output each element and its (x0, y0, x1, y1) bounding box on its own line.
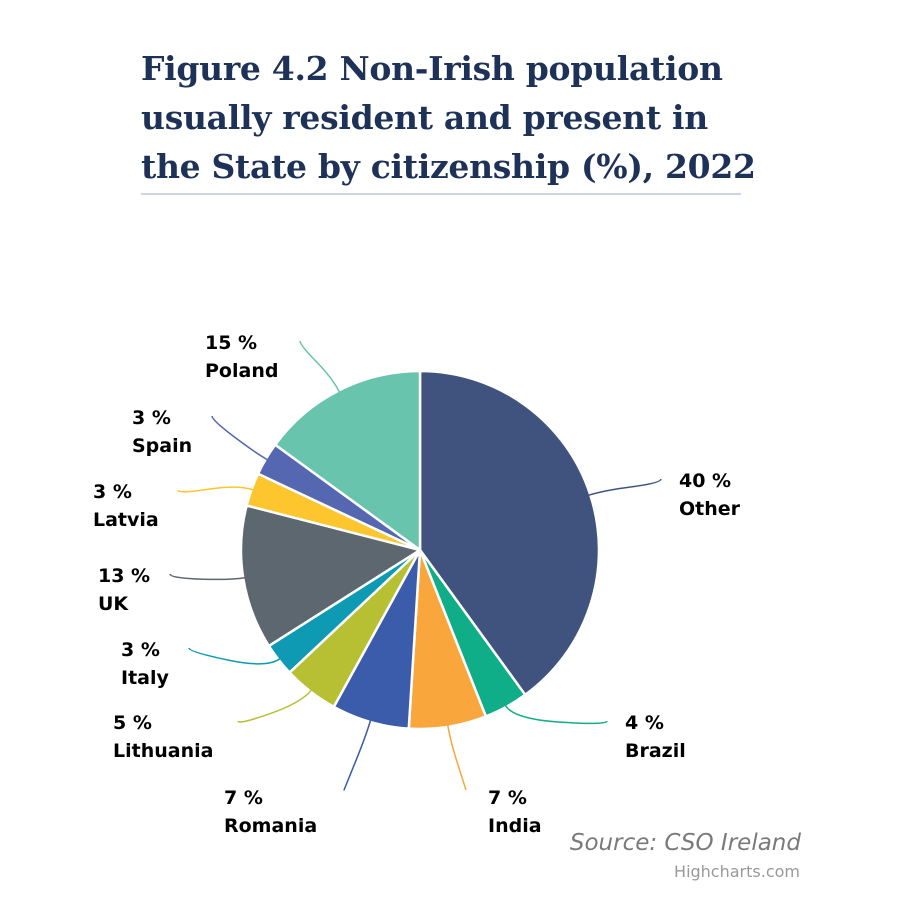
data-label-value: 15 % (205, 332, 257, 354)
data-label-value: 3 % (93, 481, 132, 503)
data-label-category: Brazil (625, 740, 686, 762)
chart-title: Figure 4.2 Non-Irish population usually … (141, 49, 756, 186)
data-label-value: 4 % (625, 712, 664, 734)
connector-spain (211, 415, 268, 461)
data-label-category: India (488, 815, 542, 837)
data-label-category: Spain (132, 435, 192, 457)
data-label-value: 3 % (132, 407, 171, 429)
data-label-category: UK (98, 593, 129, 615)
title-divider (141, 193, 741, 195)
data-label-value: 3 % (121, 639, 160, 661)
data-label-value: 7 % (224, 787, 263, 809)
pie-slices (239, 369, 601, 731)
data-label-value: 5 % (113, 712, 152, 734)
chart-source: Source: CSO Ireland (569, 830, 801, 856)
connector-poland (299, 340, 341, 393)
data-label-value: 13 % (98, 565, 150, 587)
data-label-category: Lithuania (113, 740, 213, 762)
connector-india (446, 724, 467, 791)
data-label-category: Latvia (93, 509, 159, 531)
data-label-category: Other (679, 498, 741, 520)
data-labels: 40 % Other 4 % Brazil 7 % India 7 % Romania 5 % L… (93, 332, 741, 837)
data-label-value: 7 % (488, 787, 527, 809)
connector-italy (188, 647, 281, 665)
data-label-category: Romania (224, 815, 317, 837)
highcharts-credits-link[interactable]: Highcharts.com (674, 862, 800, 881)
connector-other (588, 478, 662, 497)
data-label-category: Italy (121, 667, 169, 689)
label-connectors (169, 340, 662, 791)
connector-brazil (504, 704, 608, 725)
connector-lithuania (237, 689, 313, 723)
data-label-category: Poland (205, 360, 278, 382)
connector-romania (343, 719, 372, 791)
connector-uk (169, 573, 246, 581)
connector-latvia (177, 486, 254, 493)
data-label-value: 40 % (679, 470, 731, 492)
